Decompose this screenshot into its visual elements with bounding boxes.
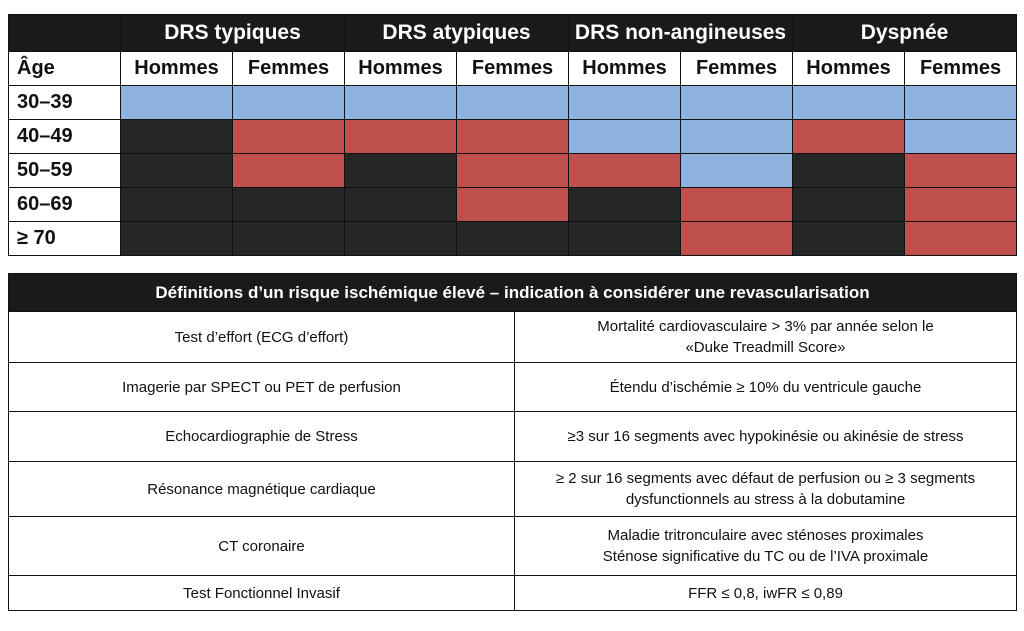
- age-label: 50–59: [8, 153, 121, 188]
- criteria-line: FFR ≤ 0,8, iwFR ≤ 0,89: [688, 584, 843, 602]
- sex-header-row: Âge Hommes Femmes Hommes Femmes Hommes F…: [8, 51, 1018, 86]
- risk-cell-low: [904, 85, 1018, 120]
- risk-cell-intermediate: [232, 153, 345, 188]
- risk-cell-high: [120, 187, 233, 222]
- risk-cell-high: [120, 221, 233, 256]
- risk-cell-intermediate: [232, 119, 345, 154]
- risk-cell-intermediate: [904, 187, 1018, 222]
- risk-cell-high: [455, 221, 570, 256]
- age-label: ≥ 70: [8, 221, 121, 256]
- definitions-header-row: Définitions d’un risque ischémique élevé…: [8, 273, 1017, 312]
- test-name: Test d’effort (ECG d’effort): [8, 311, 515, 363]
- group-header: DRS non-angineuses: [568, 14, 794, 52]
- group-header: Dyspnée: [792, 14, 1018, 52]
- risk-cell-high: [120, 119, 233, 154]
- age-label: 30–39: [8, 85, 121, 120]
- risk-cell-intermediate: [455, 119, 570, 154]
- age-row: 40–49: [8, 119, 1018, 154]
- sex-header: Hommes: [344, 51, 457, 86]
- definition-row: CT coronaire Maladie tritronculaire avec …: [8, 516, 1017, 576]
- risk-cell-intermediate: [455, 153, 570, 188]
- risk-cell-low: [568, 85, 682, 120]
- risk-cell-high: [344, 221, 457, 256]
- risk-grid-body: 30–39 40–49 50–59 60–69 ≥ 70: [8, 85, 1018, 256]
- risk-cell-low: [568, 119, 682, 154]
- risk-cell-intermediate: [680, 187, 794, 222]
- risk-cell-high: [120, 153, 233, 188]
- group-header-blank: [8, 14, 121, 52]
- risk-cell-high: [232, 187, 345, 222]
- risk-cell-high: [232, 221, 345, 256]
- group-header: DRS atypiques: [343, 14, 570, 52]
- risk-criteria: Maladie tritronculaire avec sténoses pro…: [514, 516, 1017, 576]
- sex-header: Hommes: [120, 51, 233, 86]
- risk-cell-low: [680, 85, 794, 120]
- risk-criteria: ≥ 2 sur 16 segments avec défaut de perfu…: [514, 461, 1017, 517]
- risk-cell-high: [568, 221, 682, 256]
- sex-header: Femmes: [455, 51, 570, 86]
- definition-row: Imagerie par SPECT ou PET de perfusion Ét…: [8, 362, 1017, 412]
- risk-cell-high: [344, 153, 457, 188]
- definitions-table: Définitions d’un risque ischémique élevé…: [8, 273, 1017, 611]
- criteria-line: «Duke Treadmill Score»: [685, 339, 846, 356]
- risk-criteria: FFR ≤ 0,8, iwFR ≤ 0,89: [514, 575, 1017, 611]
- risk-criteria: Étendu d’ischémie ≥ 10% du ventricule ga…: [514, 362, 1017, 412]
- risk-criteria: ≥3 sur 16 segments avec hypokinésie ou a…: [514, 411, 1017, 462]
- definitions-title: Définitions d’un risque ischémique élevé…: [8, 273, 1017, 312]
- risk-cell-low: [680, 119, 794, 154]
- sex-header: Hommes: [792, 51, 906, 86]
- risk-cell-intermediate: [568, 153, 682, 188]
- test-name: CT coronaire: [8, 516, 515, 576]
- risk-cell-high: [792, 221, 906, 256]
- sex-header: Femmes: [680, 51, 794, 86]
- risk-cell-intermediate: [904, 153, 1018, 188]
- risk-cell-intermediate: [680, 221, 794, 256]
- sex-header: Hommes: [568, 51, 682, 86]
- criteria-line: dysfunctionnels au stress à la dobutamin…: [625, 491, 906, 508]
- risk-cell-high: [568, 187, 682, 222]
- test-name: Test Fonctionnel Invasif: [8, 575, 515, 611]
- risk-cell-high: [344, 187, 457, 222]
- age-row: 30–39: [8, 85, 1018, 120]
- risk-grid-table: DRS typiques DRS atypiques DRS non-angin…: [8, 14, 1018, 256]
- risk-cell-intermediate: [455, 187, 570, 222]
- definition-row: Test Fonctionnel Invasif FFR ≤ 0,8, iwFR …: [8, 575, 1017, 611]
- risk-cell-intermediate: [792, 119, 906, 154]
- risk-cell-low: [120, 85, 233, 120]
- group-header-row: DRS typiques DRS atypiques DRS non-angin…: [8, 14, 1018, 52]
- risk-cell-high: [792, 187, 906, 222]
- risk-cell-low: [344, 85, 457, 120]
- criteria-line: Étendu d’ischémie ≥ 10% du ventricule ga…: [609, 378, 922, 396]
- definition-row: Echocardiographie de Stress ≥3 sur 16 seg…: [8, 411, 1017, 462]
- test-name: Imagerie par SPECT ou PET de perfusion: [8, 362, 515, 412]
- sex-header: Femmes: [232, 51, 345, 86]
- criteria-line: ≥3 sur 16 segments avec hypokinésie ou a…: [567, 428, 964, 445]
- risk-cell-low: [680, 153, 794, 188]
- risk-cell-intermediate: [344, 119, 457, 154]
- risk-cell-low: [904, 119, 1018, 154]
- definitions-body: Test d’effort (ECG d’effort) Mortalité ca…: [8, 311, 1017, 611]
- criteria-line: Maladie tritronculaire avec sténoses pro…: [607, 527, 924, 544]
- risk-cell-high: [792, 153, 906, 188]
- risk-cell-low: [792, 85, 906, 120]
- test-name: Echocardiographie de Stress: [8, 411, 515, 462]
- age-label: 60–69: [8, 187, 121, 222]
- age-row: ≥ 70: [8, 221, 1018, 256]
- definition-row: Test d’effort (ECG d’effort) Mortalité ca…: [8, 311, 1017, 363]
- age-column-header: Âge: [8, 51, 121, 86]
- criteria-line: Sténose significative du TC ou de l’IVA …: [602, 548, 929, 565]
- definition-row: Résonance magnétique cardiaque ≥ 2 sur 16…: [8, 461, 1017, 517]
- risk-criteria: Mortalité cardiovasculaire > 3% par anné…: [514, 311, 1017, 363]
- group-header: DRS typiques: [120, 14, 345, 52]
- criteria-line: ≥ 2 sur 16 segments avec défaut de perfu…: [555, 470, 976, 487]
- test-name: Résonance magnétique cardiaque: [8, 461, 515, 517]
- criteria-line: Mortalité cardiovasculaire > 3% par anné…: [597, 318, 934, 335]
- age-label: 40–49: [8, 119, 121, 154]
- age-row: 60–69: [8, 187, 1018, 222]
- age-row: 50–59: [8, 153, 1018, 188]
- risk-cell-low: [455, 85, 570, 120]
- risk-cell-intermediate: [904, 221, 1018, 256]
- risk-cell-low: [232, 85, 345, 120]
- sex-header: Femmes: [904, 51, 1018, 86]
